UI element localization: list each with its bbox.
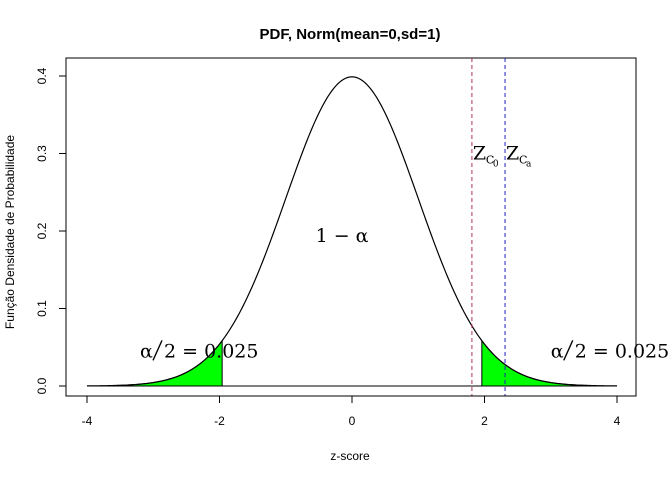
y-tick-label: 0.3: [35, 145, 49, 162]
critical-value-lines: Z C0 Z Ca: [471, 58, 532, 396]
x-tick-label: 4: [614, 414, 621, 428]
right-tail-annotation-text: 2 = 0.025: [575, 340, 669, 362]
x-tick-label: -2: [214, 414, 225, 428]
left-tail-annotation-text: 2 = 0.025: [164, 340, 258, 362]
y-tick-label: 0.0: [35, 377, 49, 394]
density-curve: [86, 76, 618, 387]
x-tick-label: -4: [82, 414, 93, 428]
y-tick-label: 0.1: [35, 300, 49, 317]
x-tick-label: 2: [481, 414, 488, 428]
y-axis: 0.0 0.1 0.2 0.3 0.4: [35, 67, 67, 394]
left-tail-annotation-alpha: α: [140, 340, 153, 362]
z-ca-label-sub: C: [519, 154, 527, 167]
annotations: α 2 = 0.025 α 2 = 0.025 1 − α: [140, 225, 669, 362]
y-tick-label: 0.2: [35, 222, 49, 239]
y-axis-label: Função Densidade de Probabilidade: [3, 135, 17, 329]
z-c0-label-subsub: 0: [493, 160, 499, 170]
left-tail-annotation-slash: [152, 340, 163, 361]
right-tail-annotation-alpha: α: [551, 340, 564, 362]
y-tick-label: 0.4: [35, 67, 49, 84]
z-c0-label-sub: C: [486, 154, 494, 167]
z-ca-label: Z: [506, 143, 519, 165]
density-curve-group: [86, 76, 618, 387]
right-tail-annotation-slash: [563, 340, 574, 361]
x-axis: -4 -2 0 2 4: [82, 395, 621, 428]
z-ca-label-subsub: a: [526, 160, 532, 170]
center-annotation: 1 − α: [316, 225, 369, 247]
chart-title: PDF, Norm(mean=0,sd=1): [260, 26, 441, 43]
x-axis-label: z-score: [330, 449, 370, 463]
z-c0-label: Z: [473, 143, 486, 165]
x-tick-label: 0: [349, 414, 356, 428]
